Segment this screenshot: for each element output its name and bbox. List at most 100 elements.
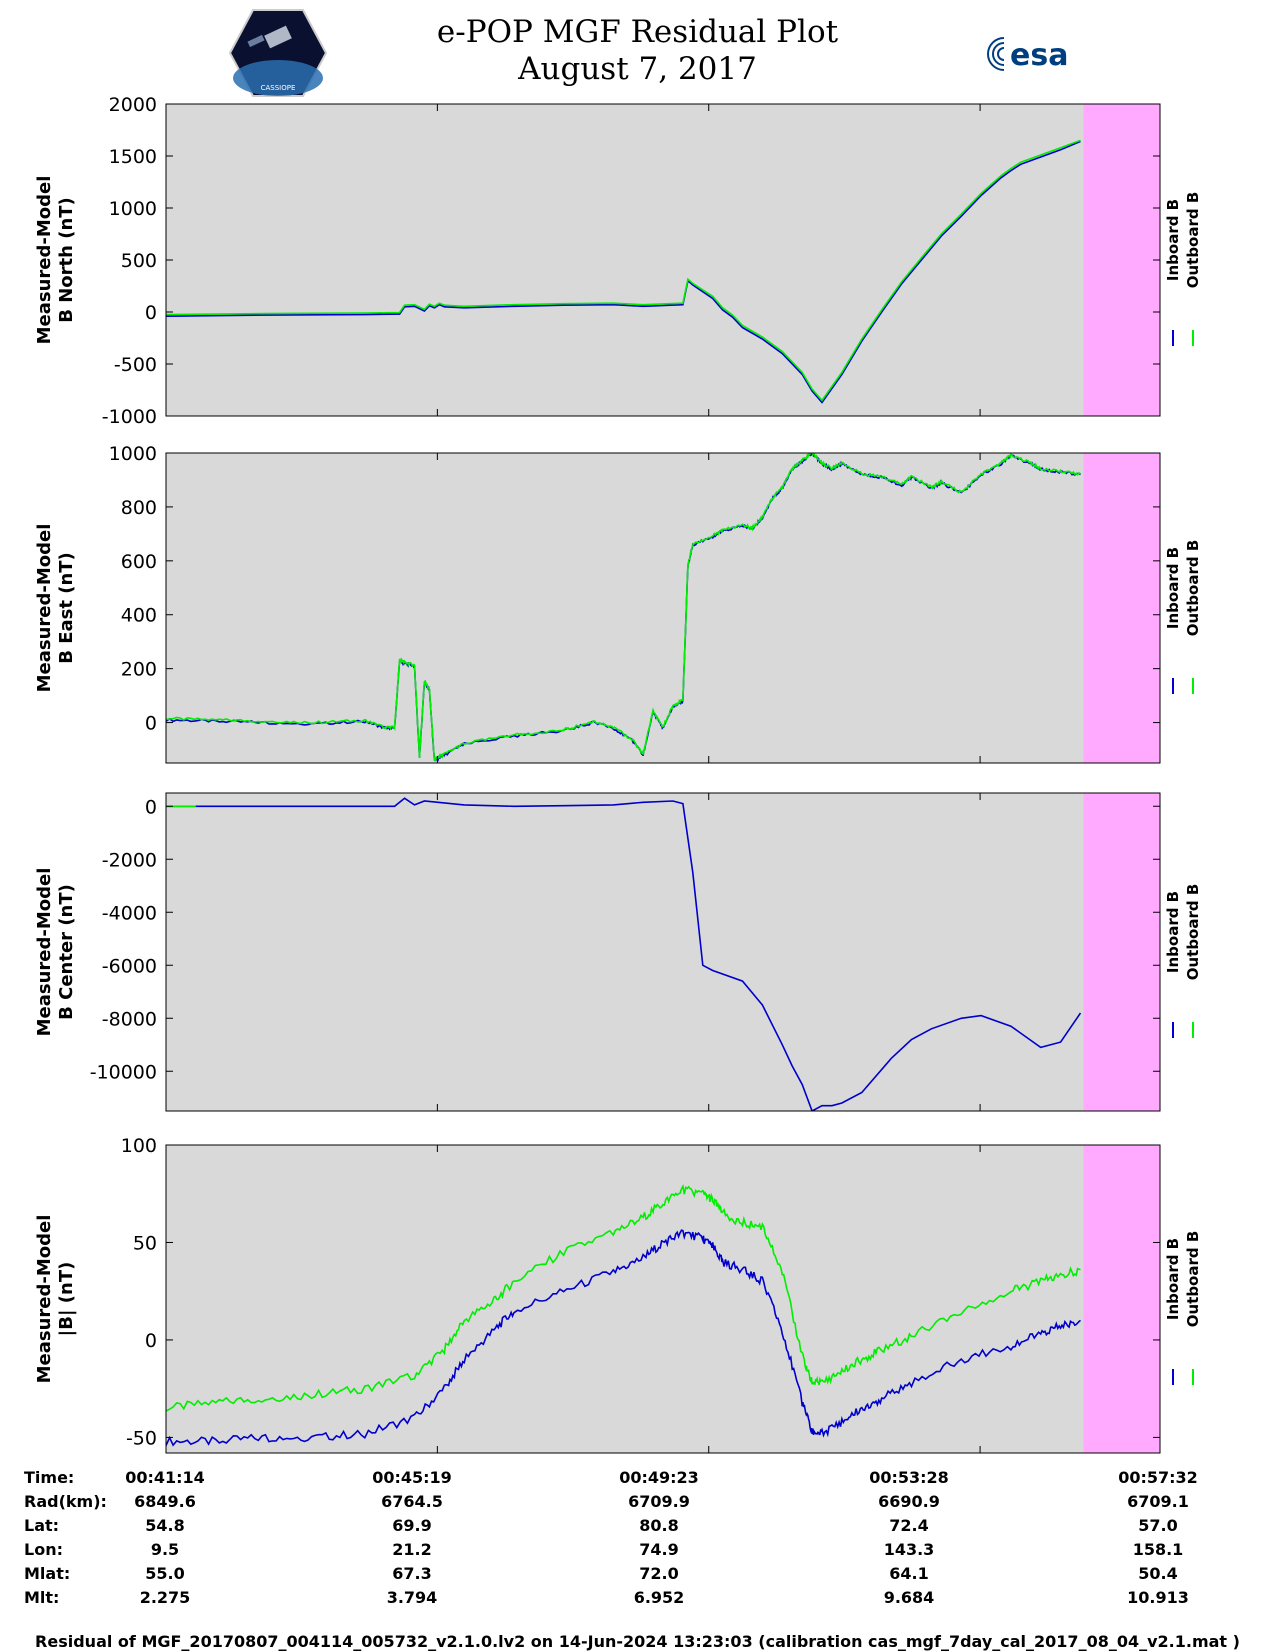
- y-tick-label: -8000: [102, 1008, 157, 1030]
- series-line-inboard: [166, 797, 1082, 1111]
- mlat-value: 55.0: [145, 1564, 185, 1583]
- time-value: 00:49:23: [619, 1468, 699, 1487]
- y-axis-label-line: Measured-Model: [34, 176, 55, 345]
- info-row-mlat: Mlat: 55.0 67.3 72.0 64.1 50.4: [0, 1564, 1275, 1588]
- info-row-rad: Rad(km): 6849.6 6764.5 6709.9 6690.9 670…: [0, 1492, 1275, 1516]
- info-row-time: Time: 00:41:14 00:45:19 00:49:23 00:53:2…: [0, 1468, 1275, 1492]
- time-value: 00:53:28: [869, 1468, 949, 1487]
- y-tick-label: 800: [121, 497, 157, 519]
- plot-area: [166, 793, 1160, 1111]
- y-axis-label-line: Measured-Model: [34, 524, 55, 693]
- mlt-value: 6.952: [633, 1588, 685, 1607]
- y-tick-label: 0: [145, 1330, 157, 1352]
- chart-panel-center: -10000 -8000 -6000 -4000 -2000 0 Measured-Mode…: [34, 792, 1202, 1112]
- y-axis-label-line: Measured-Model: [34, 868, 55, 1037]
- chart-panel-east: 0 200 400 600 800 1000 Measured-ModelB East (n…: [34, 443, 1202, 764]
- y-tick-label: 1000: [109, 443, 157, 465]
- series-line-outboard: [166, 139, 1081, 402]
- y-tick-label: -500: [114, 354, 157, 376]
- legend-label: Inboard B: [1164, 891, 1182, 973]
- info-label-mlt: Mlt:: [24, 1588, 60, 1607]
- y-tick-label: -6000: [102, 955, 157, 977]
- plot-frame: [165, 792, 1161, 1112]
- y-tick-label: -4000: [102, 902, 157, 924]
- mlt-value: 3.794: [386, 1588, 438, 1607]
- y-tick-label: -2000: [102, 849, 157, 871]
- info-row-lat: Lat: 54.8 69.9 80.8 72.4 57.0: [0, 1516, 1275, 1540]
- plot-frame: [165, 452, 1161, 764]
- y-axis-label: Measured-Model|B| (nT): [34, 1215, 77, 1384]
- y-tick-label: 0: [145, 302, 157, 324]
- y-axis-label-line: B East (nT): [56, 552, 77, 664]
- chart-panel-total: -50 0 50 100 Measured-Model|B| (nT) Inboard B…: [34, 1135, 1202, 1454]
- y-tick-label: 600: [121, 551, 157, 573]
- no-data-region: [1083, 453, 1160, 763]
- y-tick-label: -50: [126, 1427, 157, 1449]
- plot-area: [166, 104, 1160, 416]
- rad-value: 6764.5: [381, 1492, 443, 1511]
- time-value: 00:57:32: [1118, 1468, 1198, 1487]
- info-row-lon: Lon: 9.5 21.2 74.9 143.3 158.1: [0, 1540, 1275, 1564]
- info-table: Time: 00:41:14 00:45:19 00:49:23 00:53:2…: [0, 1468, 1275, 1612]
- chart-panel-north: -1000 -500 0 500 1000 1500 2000 Measured-ModelB…: [34, 94, 1202, 428]
- plot-frame: [165, 1144, 1161, 1454]
- series-line-outboard: [166, 453, 1081, 762]
- lat-value: 72.4: [889, 1516, 929, 1535]
- lat-value: 57.0: [1138, 1516, 1178, 1535]
- footer-caption: Residual of MGF_20170807_004114_005732_v…: [35, 1632, 1240, 1651]
- mlt-value: 10.913: [1127, 1588, 1189, 1607]
- y-axis-label-line: B Center (nT): [56, 884, 77, 1020]
- y-axis-label: Measured-ModelB North (nT): [34, 176, 77, 345]
- no-data-region: [1083, 1145, 1160, 1453]
- cassiope-logo: CASSIOPE: [228, 9, 328, 97]
- esa-logo: esa: [987, 37, 1068, 73]
- title-line-2: August 7, 2017: [518, 51, 757, 87]
- info-label-lat: Lat:: [24, 1516, 60, 1535]
- y-axis-label: Measured-ModelB Center (nT): [34, 868, 77, 1037]
- y-axis-label-line: B North (nT): [56, 197, 77, 323]
- legend-label: Inboard B: [1164, 547, 1182, 629]
- y-axis-label-line: Measured-Model: [34, 1215, 55, 1384]
- lon-value: 143.3: [883, 1540, 935, 1559]
- info-row-mlt: Mlt: 2.275 3.794 6.952 9.684 10.913: [0, 1588, 1275, 1612]
- time-value: 00:41:14: [125, 1468, 205, 1487]
- rad-value: 6849.6: [134, 1492, 196, 1511]
- y-tick-label: 100: [121, 1135, 157, 1157]
- y-tick-label: 400: [121, 605, 157, 627]
- y-tick-label: 0: [145, 713, 157, 735]
- y-tick-label: 200: [121, 659, 157, 681]
- legend-label: Outboard B: [1184, 1231, 1202, 1328]
- plot-area: [166, 453, 1160, 763]
- rad-value: 6709.9: [628, 1492, 690, 1511]
- info-label-time: Time:: [24, 1468, 75, 1487]
- y-tick-label: 2000: [109, 94, 157, 116]
- mlat-value: 64.1: [889, 1564, 929, 1583]
- rad-value: 6709.1: [1127, 1492, 1189, 1511]
- rad-value: 6690.9: [878, 1492, 940, 1511]
- time-value: 00:45:19: [372, 1468, 452, 1487]
- mlat-value: 67.3: [392, 1564, 432, 1583]
- y-tick-label: -10000: [90, 1061, 157, 1083]
- info-label-lon: Lon:: [24, 1540, 63, 1559]
- title-line-1: e-POP MGF Residual Plot: [436, 14, 839, 50]
- lon-value: 9.5: [150, 1540, 180, 1559]
- info-label-rad: Rad(km):: [24, 1492, 107, 1511]
- info-label-mlat: Mlat:: [24, 1564, 71, 1583]
- y-tick-label: 1000: [109, 198, 157, 220]
- mlat-value: 72.0: [639, 1564, 679, 1583]
- mlt-value: 2.275: [139, 1588, 191, 1607]
- y-tick-label: 0: [145, 796, 157, 818]
- no-data-region: [1083, 104, 1160, 416]
- legend-label: Outboard B: [1184, 540, 1202, 637]
- y-tick-label: 50: [133, 1232, 157, 1254]
- lon-value: 21.2: [392, 1540, 432, 1559]
- no-data-region: [1083, 793, 1160, 1111]
- lon-value: 158.1: [1132, 1540, 1184, 1559]
- y-tick-label: 1500: [109, 146, 157, 168]
- mlat-value: 50.4: [1138, 1564, 1178, 1583]
- y-axis-label: Measured-ModelB East (nT): [34, 524, 77, 693]
- series-line-outboard: [166, 1183, 1081, 1412]
- y-tick-label: 500: [121, 250, 157, 272]
- esa-logo-text: esa: [1010, 38, 1068, 73]
